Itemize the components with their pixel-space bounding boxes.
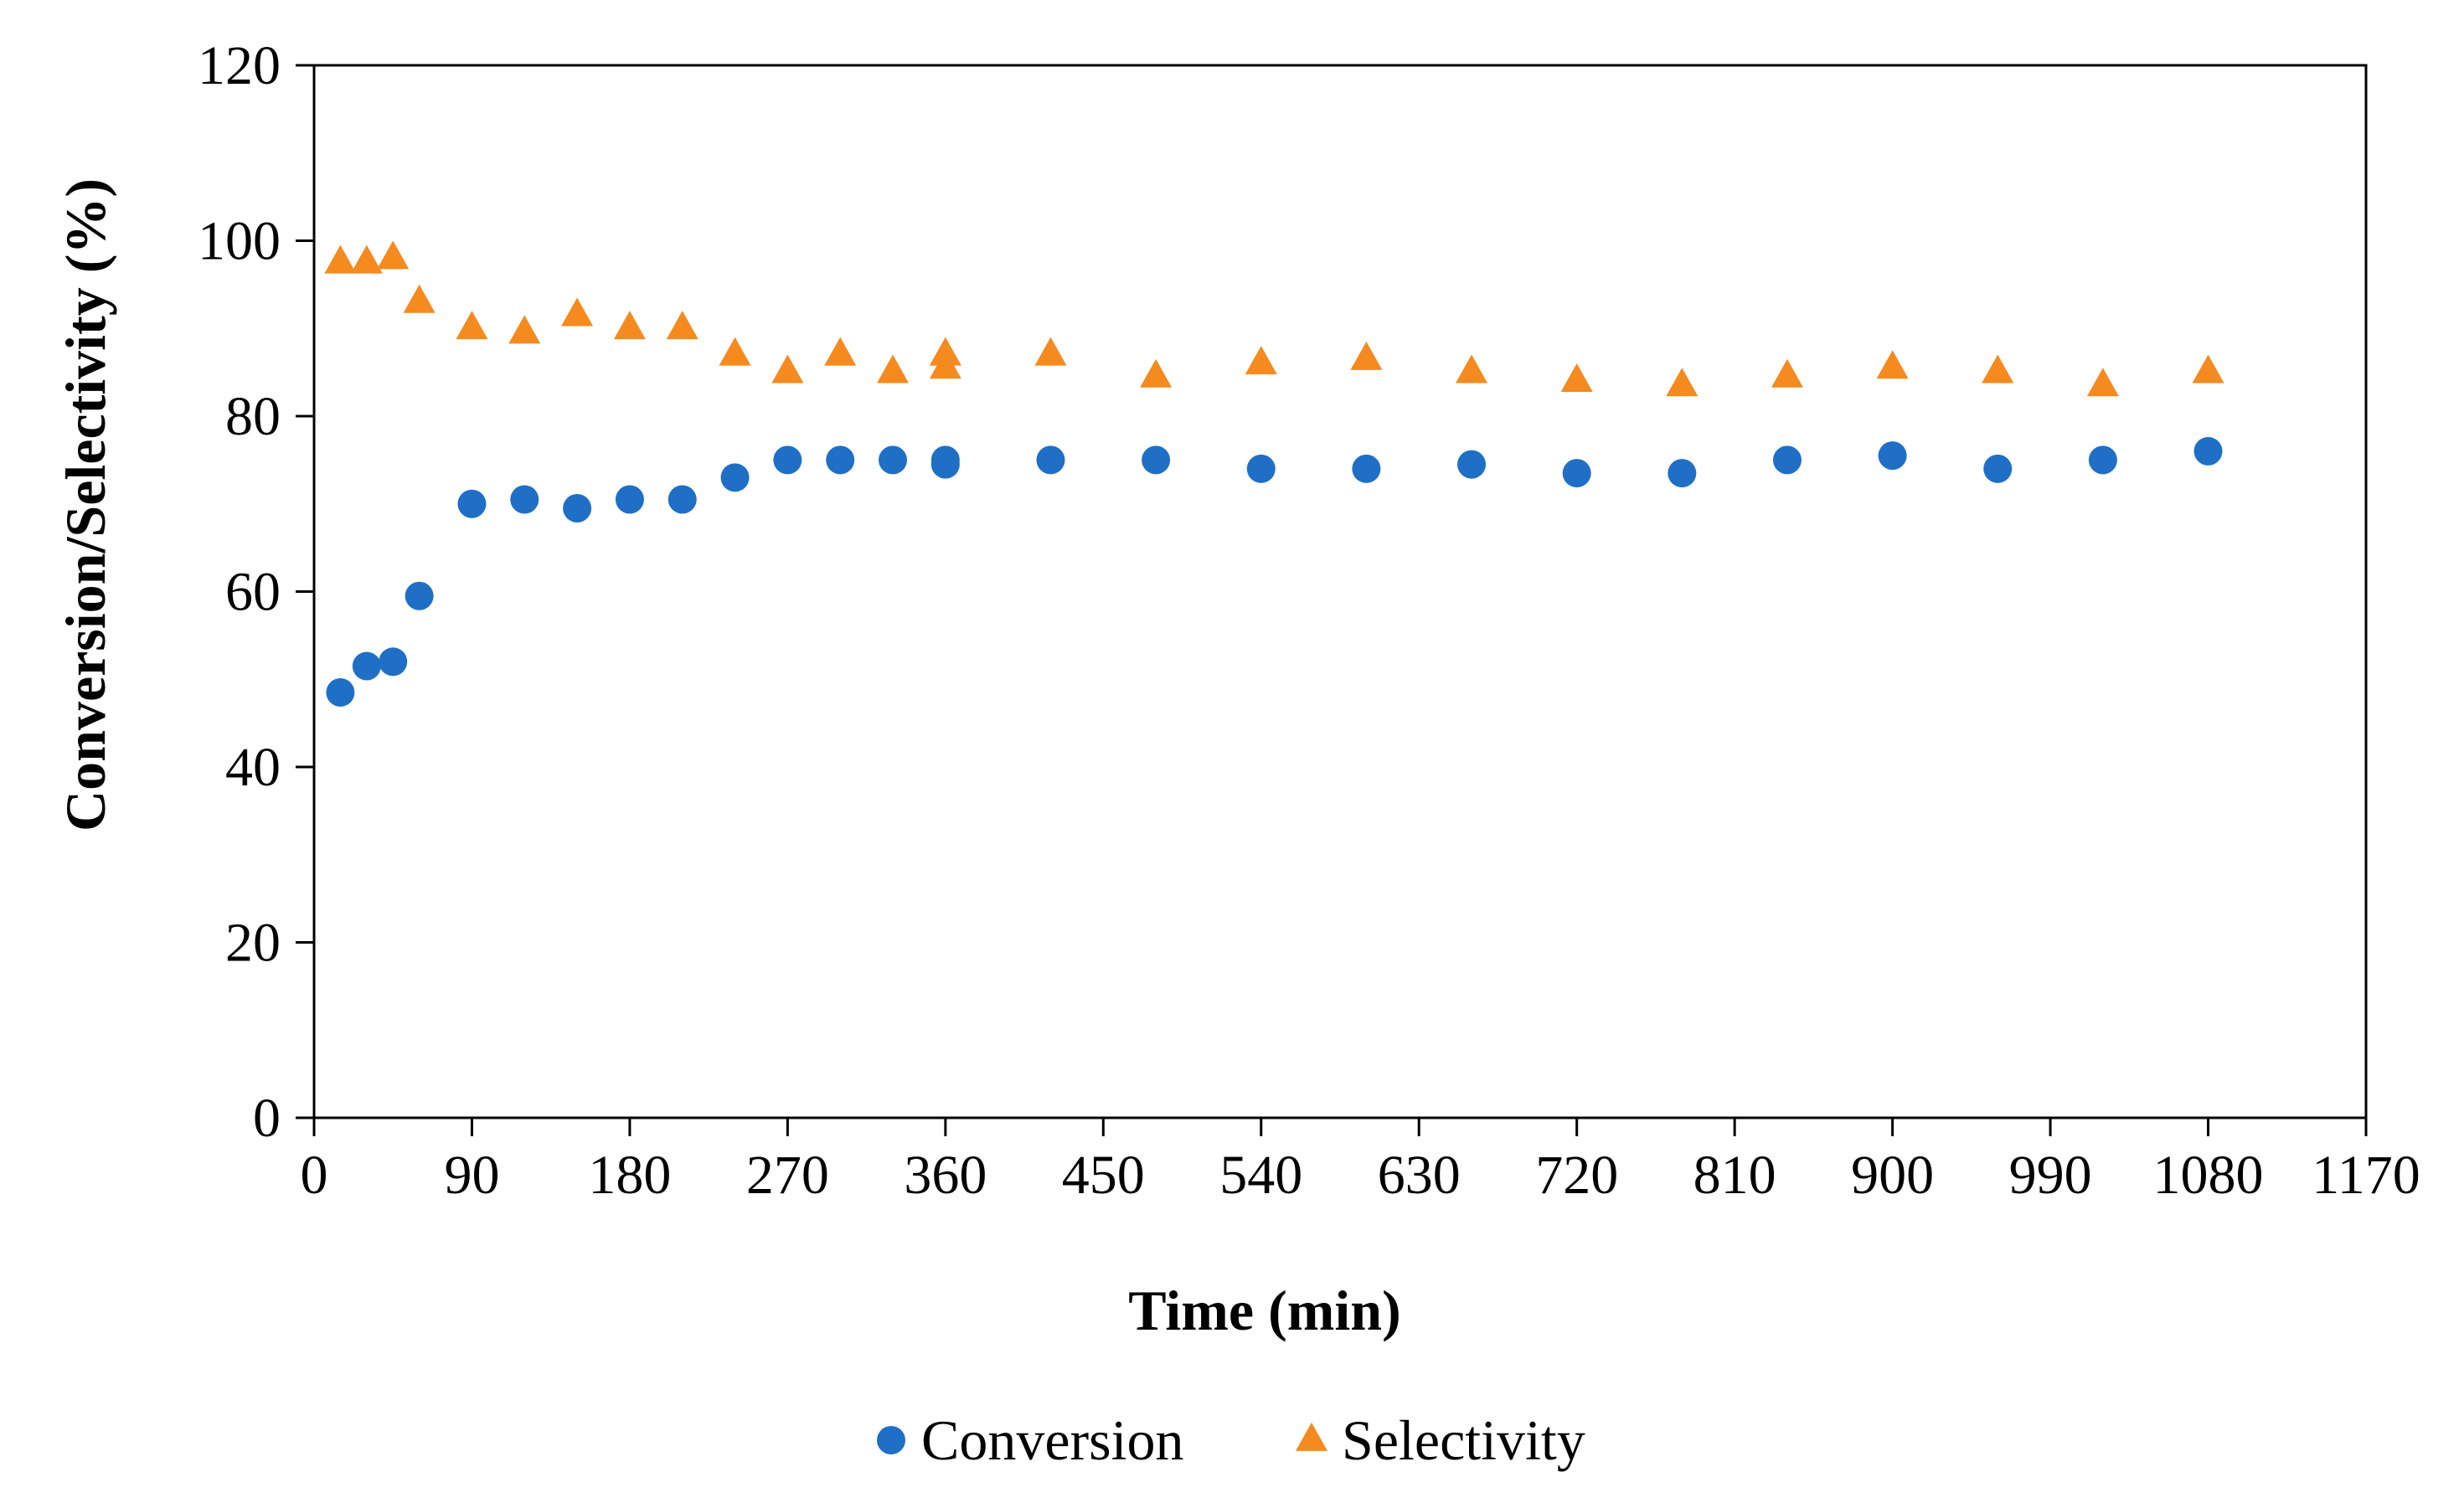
selectivity-point xyxy=(2192,354,2224,383)
conversion-point xyxy=(405,581,434,610)
x-tick-label: 0 xyxy=(301,1145,328,1206)
selectivity-point xyxy=(1140,358,1173,388)
x-tick-label: 990 xyxy=(2009,1145,2092,1206)
conversion-point xyxy=(1036,445,1065,475)
conversion-point xyxy=(773,445,802,475)
x-tick-label: 1080 xyxy=(2153,1145,2264,1206)
selectivity-point xyxy=(877,354,910,383)
x-tick-label: 270 xyxy=(746,1145,829,1206)
selectivity-point xyxy=(613,311,646,340)
x-tick-label: 540 xyxy=(1219,1145,1302,1206)
selectivity-point xyxy=(1666,368,1699,397)
axes: 0 20 40 60 80 100 120 0 90 180 270 360 450 540 630 720 8… xyxy=(198,35,2420,1206)
plot-area xyxy=(312,64,2368,1119)
selectivity-point xyxy=(1560,363,1593,393)
selectivity-point xyxy=(1982,354,2014,383)
selectivity-point xyxy=(1034,337,1067,366)
conversion-point xyxy=(352,651,381,681)
selectivity-point xyxy=(1876,350,1909,379)
legend-label-conversion: Conversion xyxy=(921,1408,1184,1472)
y-tick-label: 40 xyxy=(225,737,281,798)
x-tick-label: 720 xyxy=(1535,1145,1618,1206)
y-tick-label: 100 xyxy=(198,211,281,272)
selectivity-point xyxy=(771,354,804,383)
selectivity-point xyxy=(1245,346,1277,375)
selectivity-point xyxy=(824,337,857,366)
conversion-point xyxy=(668,485,697,514)
y-tick-label: 120 xyxy=(198,35,281,96)
conversion-point xyxy=(1878,441,1907,471)
y-axis-title: Conversion/Selectivity (%) xyxy=(54,178,117,831)
legend: Conversion Selectivity xyxy=(877,1408,1585,1472)
x-tick-label: 630 xyxy=(1378,1145,1461,1206)
selectivity-point xyxy=(2086,368,2119,397)
legend-label-selectivity: Selectivity xyxy=(1342,1408,1585,1472)
conversion-point xyxy=(1457,450,1487,479)
conversion-point xyxy=(1983,454,2013,483)
y-tick-label: 0 xyxy=(253,1088,281,1149)
x-tick-label: 900 xyxy=(1851,1145,1934,1206)
x-tick-label: 360 xyxy=(904,1145,987,1206)
selectivity-point xyxy=(403,284,436,313)
conversion-point xyxy=(1562,459,1591,488)
conversion-point xyxy=(879,445,908,475)
conversion-point xyxy=(1668,459,1697,488)
selectivity-point xyxy=(456,311,488,340)
y-tick-label: 60 xyxy=(225,562,281,623)
legend-marker-conversion xyxy=(877,1426,905,1454)
selectivity-point xyxy=(561,297,594,327)
conversion-point xyxy=(1142,445,1171,475)
conversion-point xyxy=(2193,436,2223,466)
x-tick-label: 1170 xyxy=(2312,1145,2420,1206)
conversion-point xyxy=(1246,454,1276,483)
selectivity-point xyxy=(929,350,961,379)
y-tick-label: 80 xyxy=(225,386,281,447)
selectivity-point xyxy=(1771,358,1803,388)
conversion-point xyxy=(510,485,539,514)
conversion-point xyxy=(457,489,487,518)
series-conversion xyxy=(326,436,2223,707)
selectivity-point xyxy=(1350,341,1383,370)
conversion-point xyxy=(615,485,644,514)
y-tick-label: 20 xyxy=(225,913,281,974)
conversion-point xyxy=(326,677,355,707)
x-tick-label: 180 xyxy=(588,1145,671,1206)
conversion-point xyxy=(2088,445,2117,475)
conversion-point xyxy=(563,493,592,522)
conversion-point xyxy=(1352,454,1381,483)
series-selectivity xyxy=(324,240,2224,397)
selectivity-point xyxy=(666,311,698,340)
selectivity-point xyxy=(719,337,751,366)
data-marks xyxy=(324,240,2224,707)
conversion-point xyxy=(379,647,408,677)
x-axis-title: Time (min) xyxy=(1128,1279,1401,1342)
selectivity-point xyxy=(1456,354,1488,383)
plot-frame xyxy=(312,64,2368,1119)
conversion-point xyxy=(1772,445,1802,475)
selectivity-point xyxy=(377,240,410,270)
conversion-point xyxy=(826,445,855,475)
selectivity-point xyxy=(324,244,357,274)
x-tick-label: 810 xyxy=(1693,1145,1776,1206)
selectivity-point xyxy=(508,315,541,344)
selectivity-point xyxy=(350,244,383,274)
conversion-point xyxy=(720,463,750,492)
x-tick-label: 450 xyxy=(1062,1145,1145,1206)
legend-marker-selectivity xyxy=(1296,1422,1327,1451)
x-tick-label: 90 xyxy=(444,1145,499,1206)
conversion-point xyxy=(930,450,960,479)
